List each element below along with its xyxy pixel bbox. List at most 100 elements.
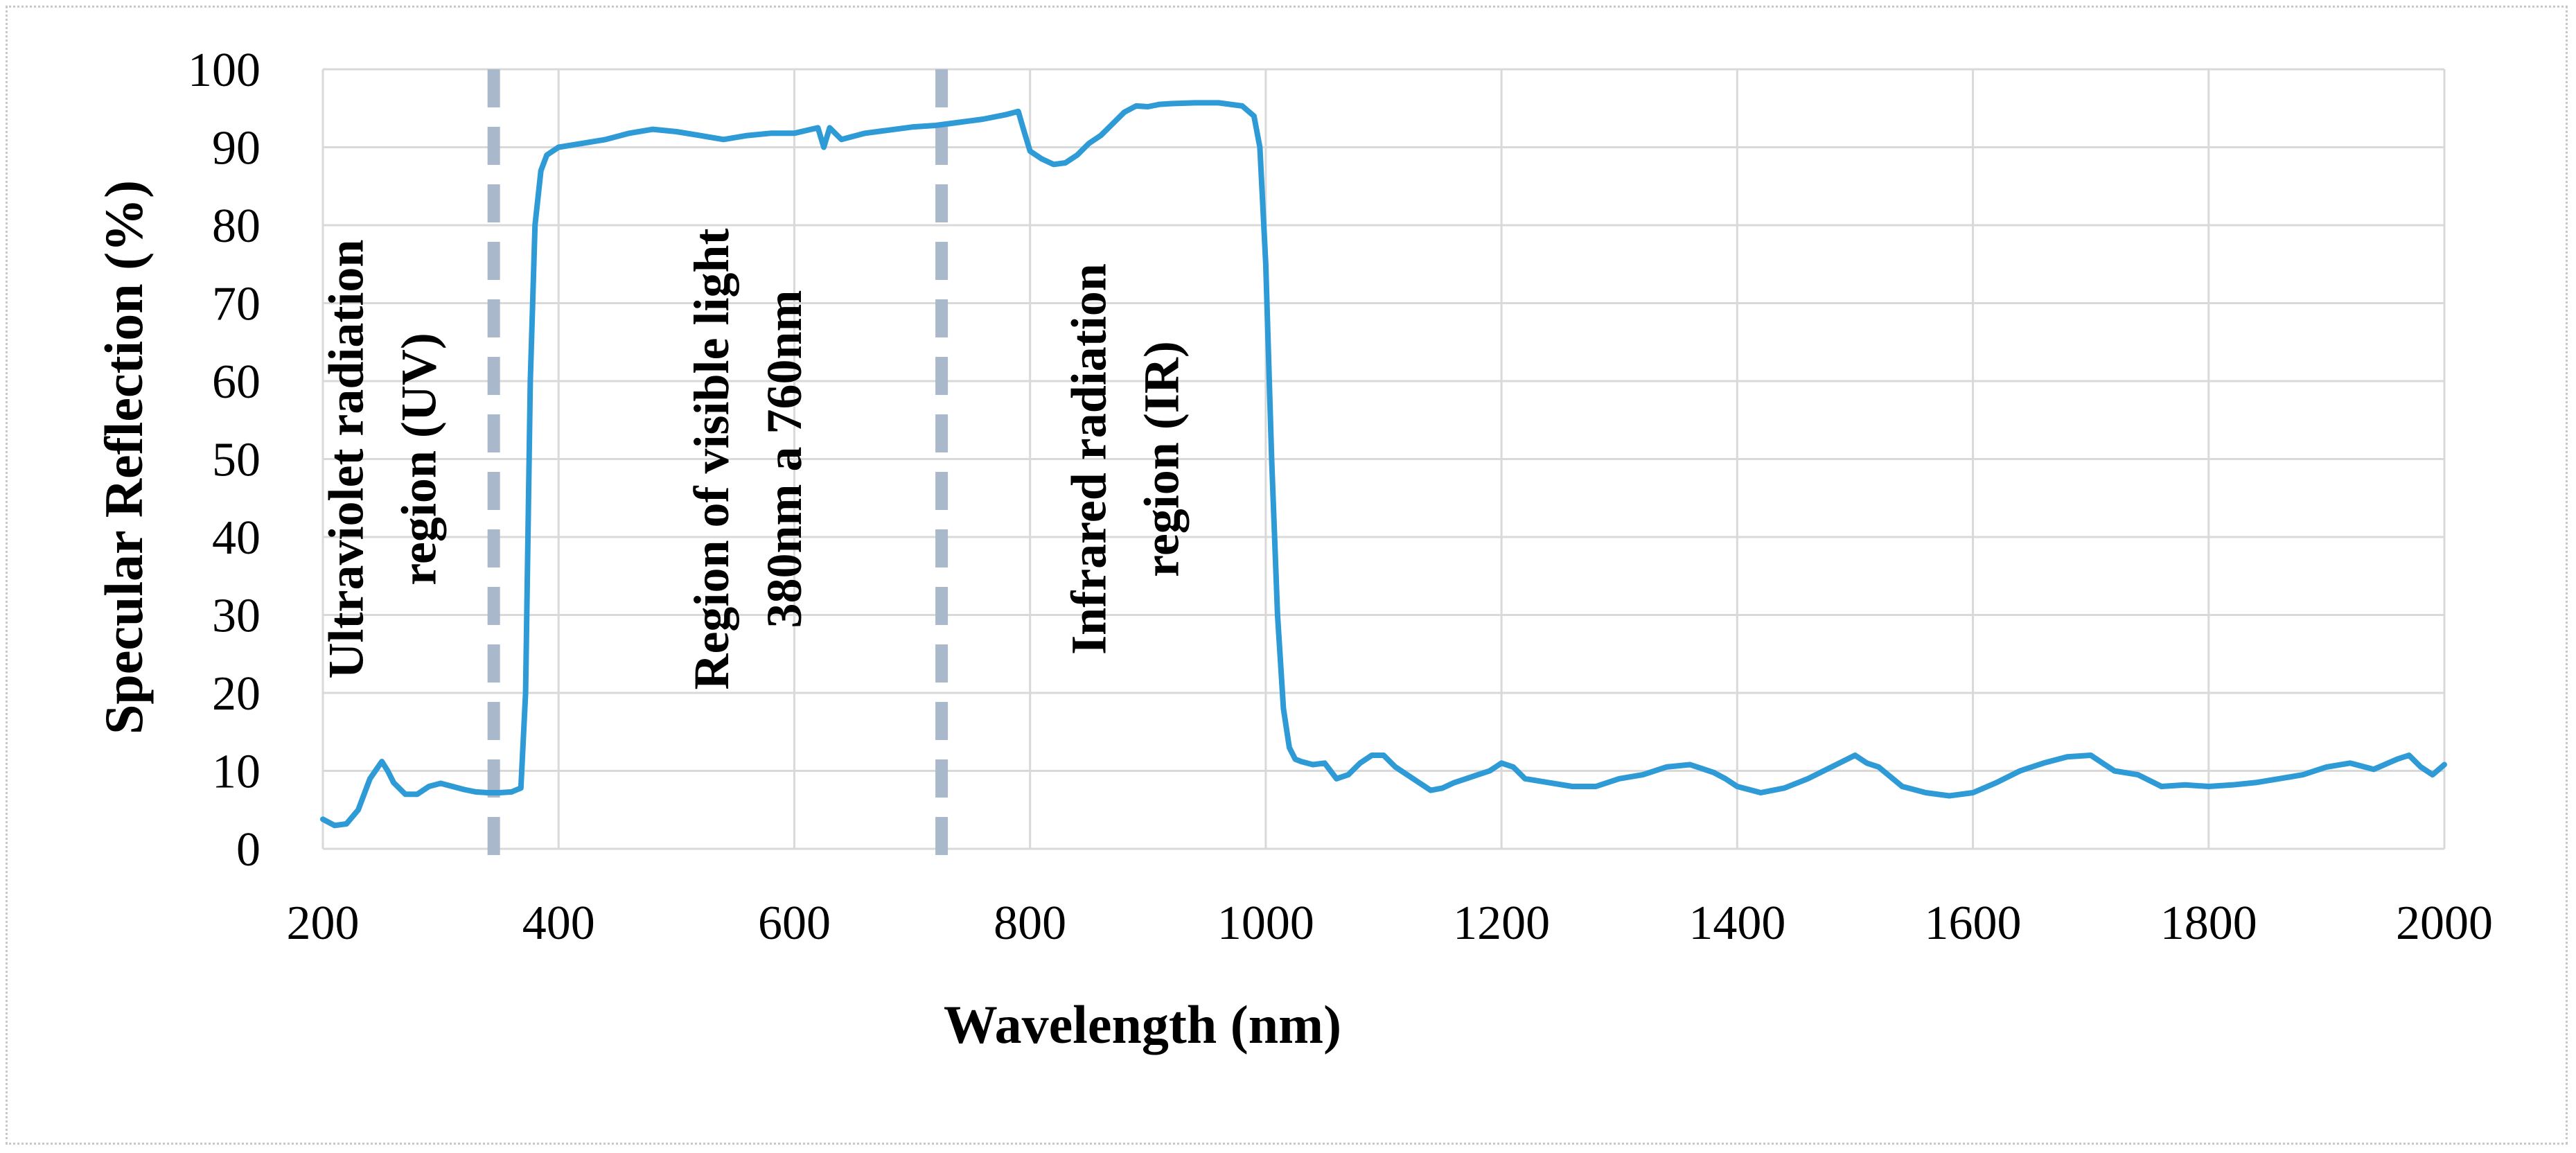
data-point <box>511 791 512 793</box>
data-point <box>529 380 531 382</box>
data-point <box>1512 766 1514 768</box>
data-point <box>334 825 335 826</box>
annotation-ir: Infrared radiation region (IR) <box>1061 263 1189 655</box>
data-point <box>1995 782 1997 783</box>
data-point <box>475 791 477 793</box>
data-point <box>2326 766 2327 768</box>
annotation-ir-line: Infrared radiation <box>1061 263 1116 655</box>
data-point <box>1312 764 1314 766</box>
grid <box>321 68 2446 850</box>
data-point <box>1006 114 1007 115</box>
data-point <box>1112 123 1113 125</box>
data-point <box>746 135 748 137</box>
data-point <box>1948 795 1950 797</box>
x-tick-label: 200 <box>287 897 360 950</box>
data-point <box>1282 707 1285 710</box>
x-tick-label: 1600 <box>1925 897 2022 950</box>
data-point <box>393 782 394 783</box>
data-point <box>1147 106 1149 107</box>
x-tick-label: 400 <box>522 897 595 950</box>
data-point <box>2420 766 2421 768</box>
data-point <box>1265 263 1267 265</box>
data-point <box>1724 778 1726 780</box>
y-tick-label: 90 <box>212 122 261 175</box>
y-tick-label: 100 <box>188 44 261 97</box>
data-point <box>2102 762 2103 764</box>
x-tick-label: 600 <box>758 897 831 950</box>
series-line-0 <box>320 100 2447 829</box>
series-layer <box>320 100 2447 829</box>
data-point <box>1065 162 1066 164</box>
data-point <box>2349 762 2351 764</box>
y-tick-label: 30 <box>212 590 261 643</box>
data-point <box>628 132 630 134</box>
data-point <box>2373 768 2374 770</box>
data-point <box>1501 762 1502 764</box>
annotation-visible-line: 380nm a 760nm <box>757 290 812 628</box>
data-point <box>464 789 465 791</box>
data-point <box>770 132 772 134</box>
x-tick-label: 1800 <box>2160 897 2257 950</box>
data-point <box>982 118 984 120</box>
data-point <box>723 139 724 140</box>
y-tick-label: 0 <box>236 823 261 877</box>
annotation-ir-line: region (IR) <box>1133 341 1189 577</box>
data-point <box>1418 782 1420 783</box>
annotation-uv: Ultraviolet radiation region (UV) <box>319 240 447 679</box>
data-point <box>381 761 382 762</box>
region-annotations: Ultraviolet radiation region (UV) Region o… <box>319 228 1190 689</box>
data-point <box>1159 104 1161 105</box>
data-point <box>369 778 371 780</box>
y-tick-label: 60 <box>212 355 261 409</box>
data-point <box>1442 787 1443 789</box>
x-tick-label: 1000 <box>1217 897 1314 950</box>
y-tick-label: 80 <box>212 200 261 253</box>
data-point <box>1689 764 1691 766</box>
region-markers <box>487 69 949 858</box>
data-point <box>829 127 831 128</box>
data-point <box>558 146 559 148</box>
data-point <box>540 170 542 171</box>
data-point <box>1465 778 1467 780</box>
y-tick-label: 10 <box>212 746 261 799</box>
y-axis-title: Specular Reflection (%) <box>94 180 154 734</box>
annotation-visible: Region of visible light 380nm a 760nm <box>684 228 812 689</box>
data-point <box>2255 782 2257 783</box>
data-point <box>1878 766 1880 768</box>
x-tick-label: 1200 <box>1453 897 1550 950</box>
annotation-visible-line: Region of visible light <box>684 228 739 689</box>
y-tick-label: 40 <box>212 511 261 565</box>
data-point <box>1430 790 1431 791</box>
x-tick-label: 800 <box>994 897 1066 950</box>
data-point <box>1783 787 1785 789</box>
data-point <box>552 150 554 152</box>
annotation-uv-line: Ultraviolet radiation <box>319 240 374 679</box>
data-point <box>1618 778 1620 780</box>
data-point <box>322 818 324 820</box>
data-point <box>416 793 418 795</box>
data-point <box>1023 131 1025 132</box>
data-point <box>1925 792 1927 793</box>
data-point <box>1324 762 1325 764</box>
data-point <box>2043 762 2045 764</box>
data-point <box>1666 766 1667 768</box>
chart-frame <box>6 6 2568 1145</box>
data-point <box>1300 761 1302 762</box>
x-axis-title: Wavelength (nm) <box>944 994 1341 1055</box>
data-point <box>823 146 824 148</box>
x-tick-label: 1400 <box>1688 897 1785 950</box>
data-point <box>1100 135 1102 137</box>
tick-labels: 0 10 20 30 40 50 60 70 80 90 100 200 400 600 800 1000 12… <box>188 44 2493 950</box>
data-point <box>840 139 843 140</box>
data-point <box>959 121 960 123</box>
x-tick-label: 2000 <box>2396 897 2493 950</box>
data-point <box>524 692 527 694</box>
data-point <box>1359 762 1361 764</box>
data-point <box>520 787 522 789</box>
y-tick-label: 20 <box>212 667 261 721</box>
y-tick-label: 70 <box>212 278 261 331</box>
data-point <box>1830 766 1833 768</box>
data-point <box>1171 103 1172 105</box>
annotation-uv-line: region (UV) <box>391 333 447 586</box>
data-point <box>1524 778 1526 780</box>
